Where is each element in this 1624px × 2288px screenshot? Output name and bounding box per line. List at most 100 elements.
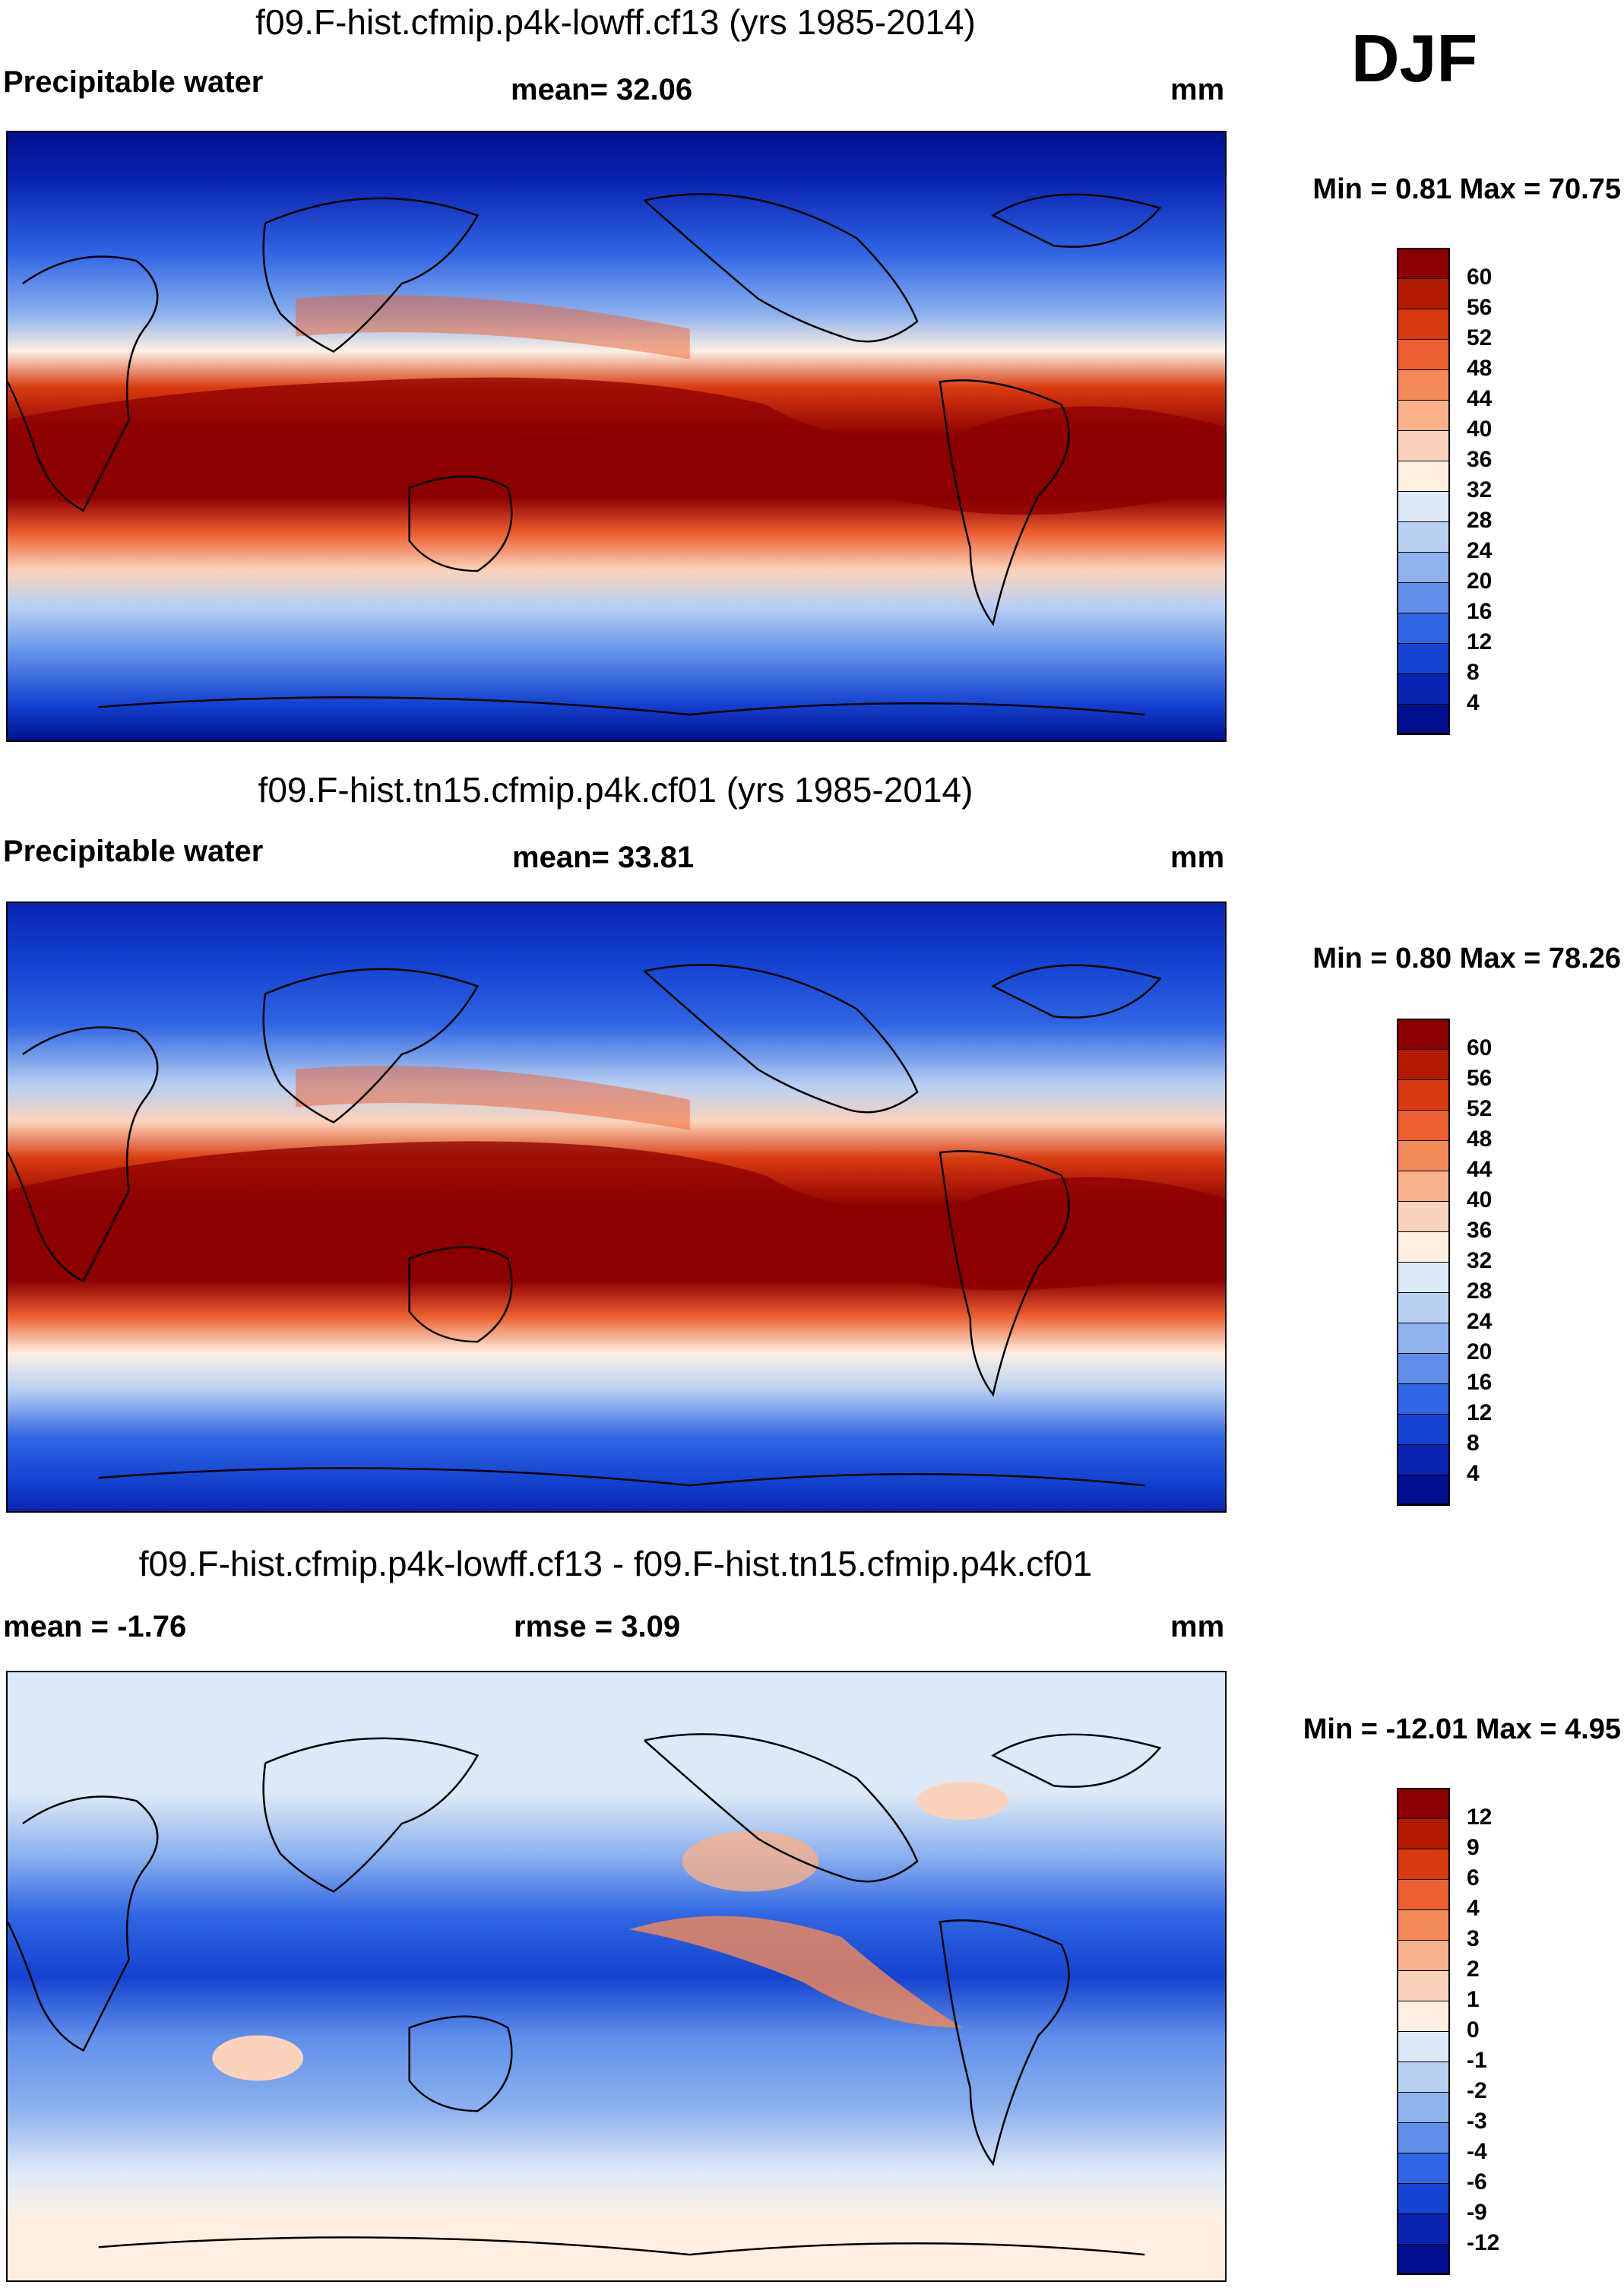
colorbar-box <box>1397 2244 1450 2275</box>
colorbar-tick-label: 4 <box>1467 1461 1480 1486</box>
colorbar-tick-label: -1 <box>1467 2048 1487 2073</box>
colorbar-box <box>1397 1909 1450 1941</box>
panel-1-minmax: Min = 0.81 Max = 70.75 <box>1312 173 1621 205</box>
colorbar-box <box>1397 552 1450 583</box>
panel-1-map-svg <box>8 132 1225 740</box>
colorbar-box <box>1397 1475 1450 1506</box>
panel-3-rmse: rmse = 3.09 <box>514 1610 681 1643</box>
colorbar-tick-label: -12 <box>1467 2230 1500 2255</box>
colorbar-box <box>1397 1383 1450 1415</box>
colorbar-box <box>1397 1049 1450 1080</box>
colorbar-box <box>1397 1019 1450 1050</box>
colorbar-tick-label: -6 <box>1467 2169 1487 2195</box>
colorbar-tick-label: -3 <box>1467 2109 1487 2134</box>
colorbar-tick-label: 16 <box>1467 1370 1493 1395</box>
colorbar-box <box>1397 1444 1450 1475</box>
panel-2-minmax: Min = 0.80 Max = 78.26 <box>1312 943 1621 974</box>
colorbar-tick-label: 0 <box>1467 2017 1480 2042</box>
colorbar-tick-label: -2 <box>1467 2078 1487 2103</box>
colorbar-box <box>1397 369 1450 401</box>
colorbar-box <box>1397 309 1450 340</box>
colorbar-box <box>1397 1231 1450 1263</box>
colorbar-box <box>1397 1292 1450 1323</box>
colorbar-box <box>1397 2214 1450 2245</box>
panel-2-variable: Precipitable water <box>3 835 264 868</box>
colorbar-tick-label: 20 <box>1467 569 1493 594</box>
colorbar-tick-label: 60 <box>1467 265 1493 290</box>
colorbar-box <box>1397 2001 1450 2032</box>
colorbar-box <box>1397 521 1450 553</box>
colorbar-box <box>1397 1849 1450 1880</box>
colorbar-tick-label: 3 <box>1467 1926 1480 1951</box>
panel-3-mean: mean = -1.76 <box>3 1610 187 1643</box>
colorbar-tick-label: 40 <box>1467 417 1493 442</box>
panel-1-colorbar: 60 56 52 48 44 40 36 32 28 24 20 16 12 8 4 <box>1397 248 1492 735</box>
panel-2-mean: mean= 33.81 <box>512 841 695 874</box>
panel-3-colorbar: 12 9 6 4 3 2 1 0 -1 -2 -3 -4 -6 -9 -12 <box>1397 1788 1499 2275</box>
colorbar-box <box>1397 2183 1450 2214</box>
season-label: DJF <box>1351 21 1478 96</box>
panel-2-map <box>6 902 1227 1513</box>
colorbar-tick-label: 4 <box>1467 1896 1480 1921</box>
colorbar-tick-label: 12 <box>1467 1400 1493 1425</box>
colorbar-tick-label: 44 <box>1467 386 1493 411</box>
colorbar-box <box>1397 1940 1450 1971</box>
colorbar-tick-label: 9 <box>1467 1835 1480 1860</box>
colorbar-tick-label: -9 <box>1467 2200 1487 2225</box>
panel-2-title: f09.F-hist.tn15.cfmip.p4k.cf01 (yrs 1985… <box>258 770 973 810</box>
colorbar-tick-label: 28 <box>1467 1279 1493 1304</box>
colorbar-tick-label: 6 <box>1467 1865 1480 1890</box>
colorbar-box <box>1397 1323 1450 1354</box>
colorbar-tick-label: 2 <box>1467 1957 1480 1982</box>
colorbar-box <box>1397 582 1450 613</box>
colorbar-box <box>1397 248 1450 279</box>
colorbar-tick-label: 40 <box>1467 1187 1493 1212</box>
panel-1-variable: Precipitable water <box>3 65 264 99</box>
colorbar-box <box>1397 704 1450 735</box>
colorbar-tick-label: 52 <box>1467 325 1493 350</box>
colorbar-tick-label: 1 <box>1467 1987 1480 2012</box>
colorbar-tick-label: 8 <box>1467 660 1480 685</box>
panel-1-map <box>6 131 1227 742</box>
panel-3-map <box>6 1671 1227 2282</box>
panel-3-map-svg <box>8 1672 1225 2280</box>
colorbar-box <box>1397 400 1450 431</box>
colorbar-box <box>1397 491 1450 522</box>
colorbar-tick-label: 12 <box>1467 1805 1493 1830</box>
colorbar-tick-label: 60 <box>1467 1035 1493 1060</box>
colorbar-box <box>1397 1818 1450 1849</box>
panel-2-map-svg <box>8 903 1225 1511</box>
panel-3-title: f09.F-hist.cfmip.p4k-lowff.cf13 - f09.F-… <box>138 1544 1093 1583</box>
colorbar-box <box>1397 1414 1450 1445</box>
colorbar-box <box>1397 1262 1450 1293</box>
colorbar-box <box>1397 278 1450 309</box>
colorbar-box <box>1397 1879 1450 1910</box>
panel-1-mean: mean= 32.06 <box>511 73 693 106</box>
colorbar-tick-label: 36 <box>1467 1218 1493 1243</box>
colorbar-tick-label: 44 <box>1467 1157 1493 1182</box>
colorbar-box <box>1397 2061 1450 2093</box>
colorbar-box <box>1397 1353 1450 1384</box>
colorbar-tick-label: 48 <box>1467 1127 1493 1152</box>
colorbar-tick-label: 56 <box>1467 1066 1493 1091</box>
panel-2-colorbar: 60 56 52 48 44 40 36 32 28 24 20 16 12 8 4 <box>1397 1019 1492 1506</box>
colorbar-tick-label: 52 <box>1467 1096 1493 1121</box>
colorbar-box <box>1397 643 1450 674</box>
colorbar-tick-label: 4 <box>1467 690 1480 715</box>
colorbar-tick-label: 24 <box>1467 538 1493 563</box>
colorbar-box <box>1397 339 1450 370</box>
colorbar-tick-label: 20 <box>1467 1339 1493 1364</box>
colorbar-tick-label: 8 <box>1467 1431 1480 1456</box>
colorbar-box <box>1397 1788 1450 1819</box>
colorbar-tick-label: 24 <box>1467 1309 1493 1334</box>
colorbar-box <box>1397 2153 1450 2184</box>
colorbar-box <box>1397 430 1450 461</box>
panel-3-minmax: Min = -12.01 Max = 4.95 <box>1303 1713 1621 1745</box>
colorbar-box <box>1397 2092 1450 2123</box>
colorbar-box <box>1397 673 1450 705</box>
colorbar-tick-label: 16 <box>1467 599 1493 624</box>
colorbar-box <box>1397 1201 1450 1232</box>
colorbar-tick-label: 56 <box>1467 295 1493 320</box>
panel-1-units: mm <box>1170 73 1225 106</box>
colorbar-tick-label: 32 <box>1467 477 1493 502</box>
